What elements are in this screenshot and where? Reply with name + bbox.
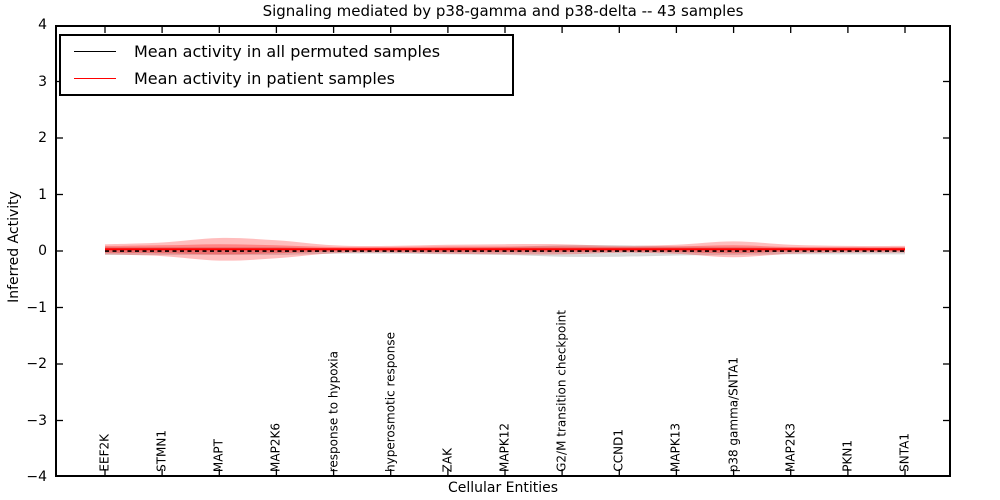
x-category-label: PKN1 [840,440,855,472]
y-tick-label: −1 [26,299,47,316]
permuted-line-swatch [74,51,116,52]
legend-item-permuted: Mean activity in all permuted samples [61,38,512,65]
y-tick-label: −4 [26,469,47,485]
x-category-label: MAP2K6 [268,423,283,472]
x-category-label: hyperosmotic response [383,332,398,472]
chart-title: Signaling mediated by p38-gamma and p38-… [262,2,744,20]
x-category-label: ZAK [440,447,455,472]
legend: Mean activity in all permuted samples Me… [59,34,514,96]
x-category-label: STMN1 [154,430,169,472]
legend-label-patient: Mean activity in patient samples [134,69,395,88]
legend-item-patient: Mean activity in patient samples [61,65,512,92]
legend-label-permuted: Mean activity in all permuted samples [134,42,441,61]
y-tick-label: −3 [26,412,47,429]
y-tick-label: 2 [38,130,47,146]
x-category-label: EEF2K [97,434,112,472]
x-axis-label: Cellular Entities [447,480,559,496]
x-category-label: SNTA1 [897,433,912,472]
x-category-label: response to hypoxia [326,350,341,472]
x-category-label: MAPK12 [497,423,512,472]
x-category-label: MAPT [211,438,226,472]
y-tick-label: 0 [38,243,47,259]
plot-canvas [57,27,949,475]
patient-line-swatch [74,78,116,79]
x-category-label: CCND1 [611,429,626,472]
x-category-label: p38 gamma/SNTA1 [726,356,741,472]
y-tick-label: −2 [26,356,47,372]
x-category-label: MAP2K3 [783,423,798,472]
y-tick-label: 1 [38,186,47,203]
plot-area: EEF2K STMN1 MAPT MAP2K6 response to hypoxia h… [55,25,951,477]
x-category-label: MAPK13 [668,423,683,472]
y-tick-label: 4 [38,17,47,33]
y-tick-label: 3 [38,73,47,90]
x-category-label: G2/M transition checkpoint [554,310,569,472]
